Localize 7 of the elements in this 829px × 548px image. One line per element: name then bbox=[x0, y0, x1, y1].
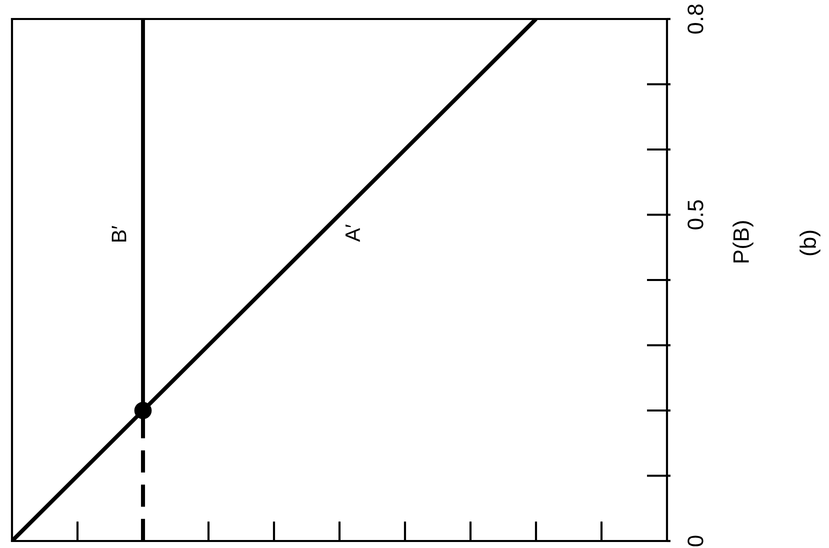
y-tick-label: 0 bbox=[688, 536, 704, 546]
y-tick-label: 0.5 bbox=[688, 200, 704, 230]
y-tick-label: 0.8 bbox=[688, 4, 704, 34]
text: A′ bbox=[346, 224, 360, 242]
y-axis-title: P(B) bbox=[732, 221, 754, 262]
text: B′ bbox=[112, 226, 126, 242]
text: (b) bbox=[800, 230, 820, 256]
